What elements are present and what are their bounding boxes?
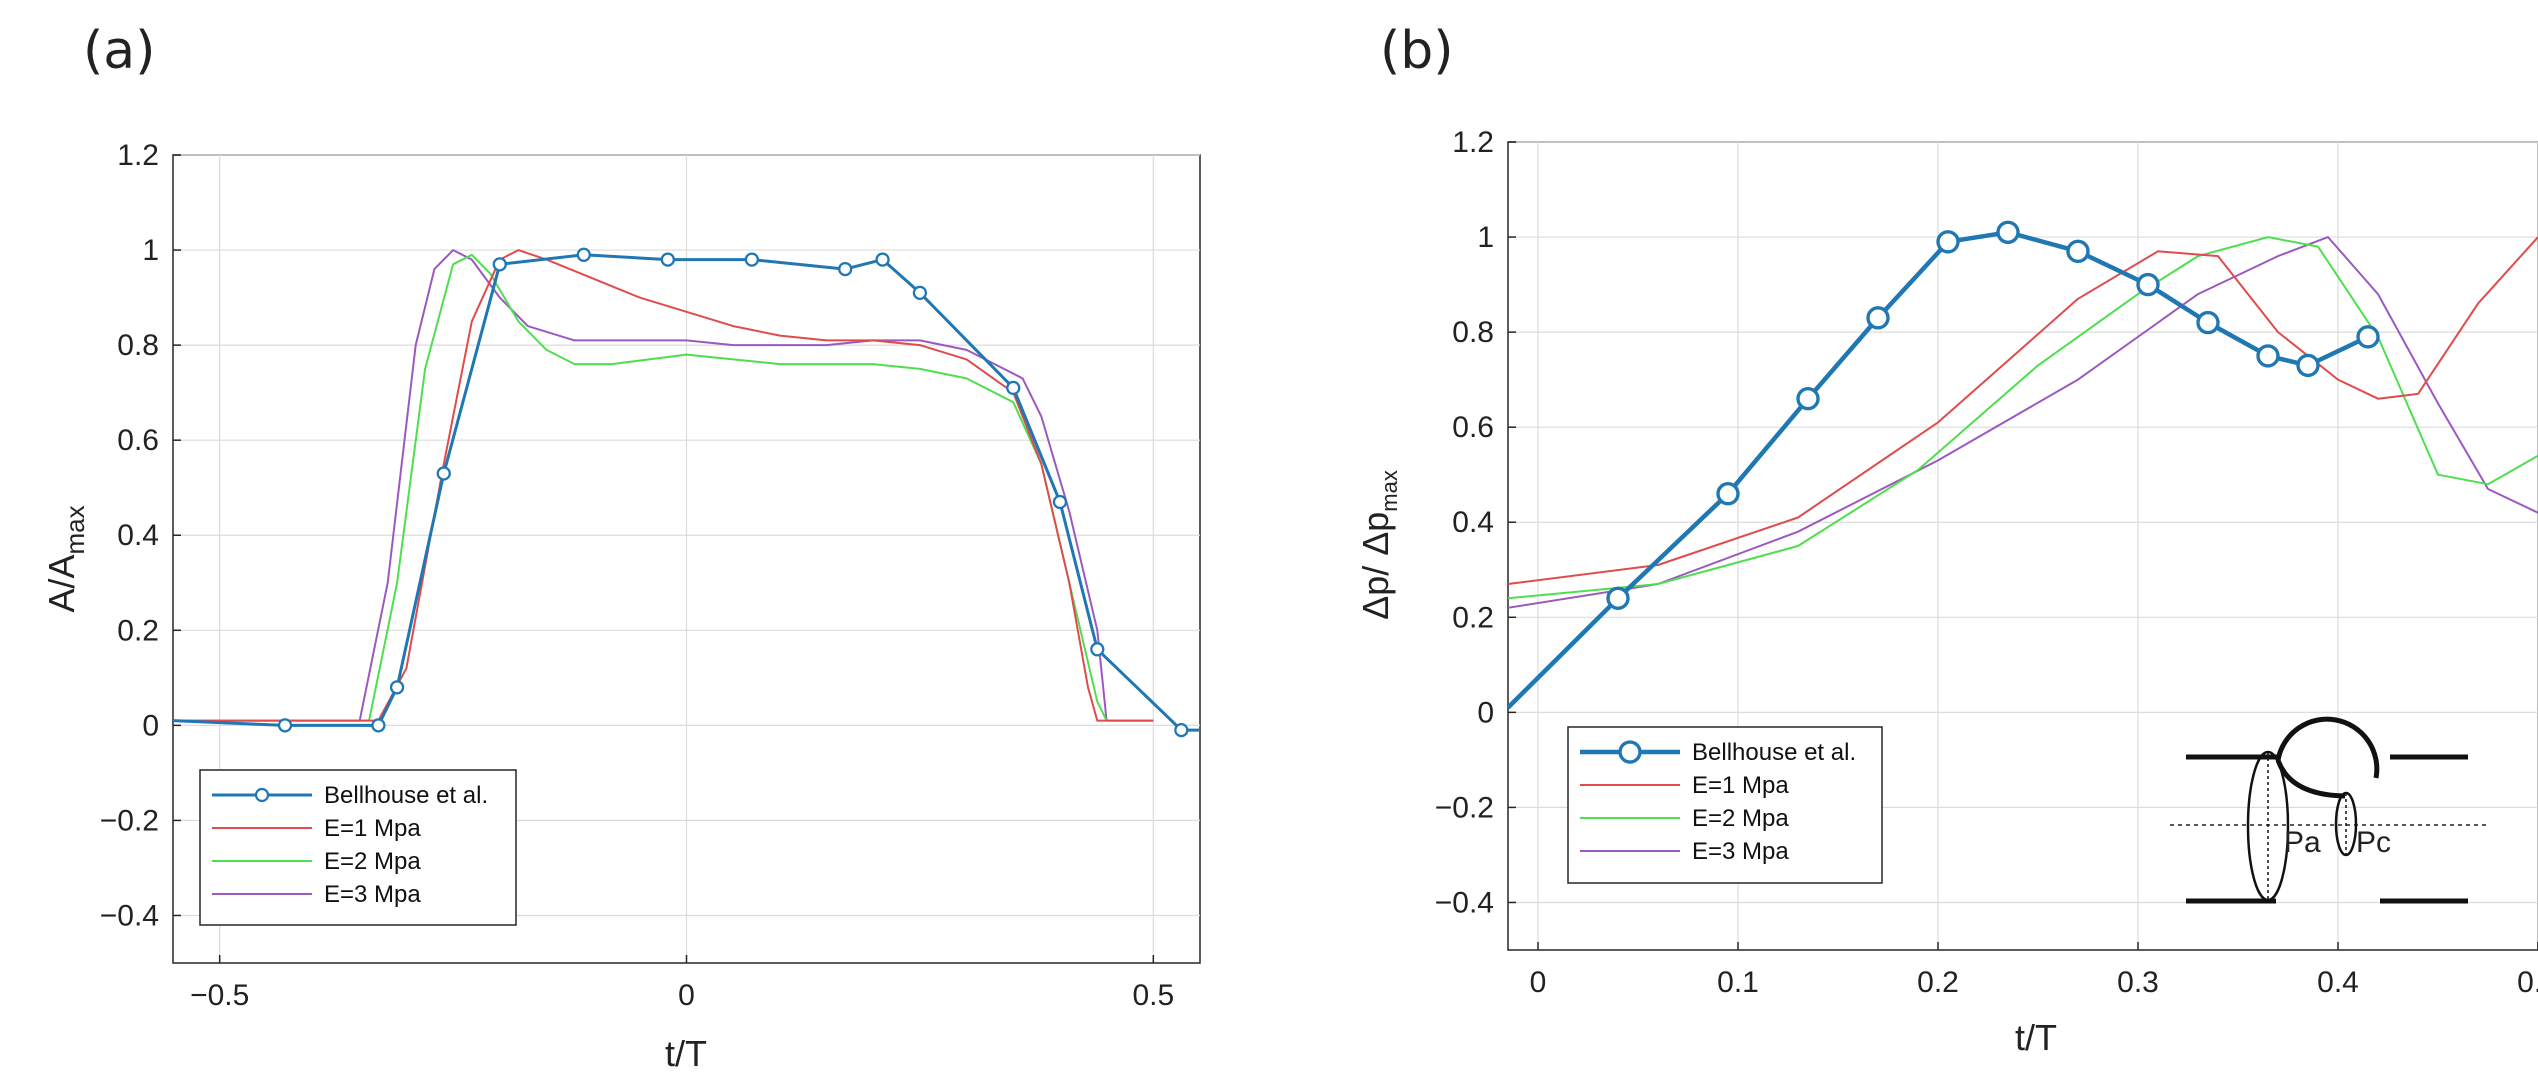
chart-b-ylabel-sub: max bbox=[1377, 470, 1402, 512]
valve-diagram-inset: Pa Pc bbox=[2170, 716, 2490, 904]
data-point-marker bbox=[838, 261, 853, 277]
chart-b-xlabel: t/T bbox=[2015, 1017, 2057, 1058]
ytick-label: 0.8 bbox=[1452, 316, 1494, 349]
inset-pa-label: Pa bbox=[2284, 826, 2321, 859]
legend-label: E=2 Mpa bbox=[1692, 805, 1789, 832]
legend-label: E=1 Mpa bbox=[324, 815, 421, 842]
legend-marker bbox=[1618, 740, 1642, 764]
chart-a-xlabel: t/T bbox=[665, 1033, 707, 1074]
chart-b-series bbox=[1508, 220, 2538, 710]
chart-a: −0.4 −0.2 0 0.2 0.4 0.6 0.8 1 1.2 −0.5 0 0.5 t/T A/… bbox=[41, 139, 1201, 1074]
legend-label: Bellhouse et al. bbox=[324, 782, 488, 809]
data-point-marker bbox=[2196, 310, 2220, 335]
data-point-marker bbox=[1174, 722, 1189, 738]
series-line-e-1-mpa bbox=[173, 249, 1154, 722]
xtick-label: 0.5 bbox=[1132, 979, 1174, 1012]
data-point-marker bbox=[2296, 353, 2320, 378]
data-point-marker bbox=[2136, 272, 2160, 297]
data-point-marker bbox=[1052, 494, 1068, 510]
chart-b-ylabel: Δp/ Δpmax bbox=[1355, 470, 1402, 620]
legend-label: E=1 Mpa bbox=[1692, 772, 1789, 799]
chart-b-ticks: −0.4 −0.2 0 0.2 0.4 0.6 0.8 1 1.2 0 0.1 0.2 0.3 0.4 0.… bbox=[1435, 126, 2538, 999]
ytick-label: 0.4 bbox=[1452, 506, 1494, 539]
xtick-label: −0.5 bbox=[190, 979, 249, 1012]
data-point-marker bbox=[1006, 380, 1021, 396]
chart-a-ylabel-main: A/A bbox=[41, 555, 82, 613]
series-line-e-2-mpa bbox=[1508, 236, 2538, 600]
data-point-marker bbox=[875, 252, 890, 267]
series-line-e-3-mpa bbox=[1508, 236, 2538, 609]
ytick-label: −0.4 bbox=[100, 899, 159, 932]
panel-a-label: (a) bbox=[83, 21, 155, 81]
data-point-marker bbox=[492, 257, 507, 272]
ytick-label: 1 bbox=[1477, 221, 1494, 254]
legend-label: E=3 Mpa bbox=[324, 881, 421, 908]
ytick-label: −0.2 bbox=[100, 804, 159, 837]
xtick-label: 0.2 bbox=[1917, 966, 1959, 999]
data-point-marker bbox=[1716, 482, 1740, 506]
chart-a-ticks: −0.4 −0.2 0 0.2 0.4 0.6 0.8 1 1.2 −0.5 0 0.5 bbox=[100, 139, 1174, 1012]
legend-label: E=3 Mpa bbox=[1692, 838, 1789, 865]
inset-sinus-bulge bbox=[2275, 716, 2380, 779]
data-point-marker bbox=[277, 718, 293, 733]
data-point-marker bbox=[371, 718, 386, 733]
data-point-marker bbox=[1996, 220, 2020, 244]
data-point-marker bbox=[2356, 325, 2380, 349]
chart-a-legend: Bellhouse et al. E=1 Mpa E=2 Mpa E=3 Mpa bbox=[199, 769, 517, 926]
data-point-marker bbox=[2256, 344, 2280, 368]
data-point-marker bbox=[912, 285, 928, 300]
data-point-marker bbox=[1866, 306, 1890, 330]
series-line-e-1-mpa bbox=[1508, 236, 2538, 585]
data-point-marker bbox=[744, 252, 759, 267]
ytick-label: 0.4 bbox=[117, 519, 159, 552]
chart-b-legend: Bellhouse et al. E=1 Mpa E=2 Mpa E=3 Mpa bbox=[1567, 726, 1883, 884]
series-line-e-3-mpa bbox=[173, 249, 1154, 722]
data-point-marker bbox=[436, 466, 451, 481]
data-point-marker bbox=[1090, 642, 1105, 657]
data-point-marker bbox=[660, 252, 675, 267]
ytick-label: 0.6 bbox=[1452, 411, 1494, 444]
chart-a-series bbox=[173, 247, 1200, 738]
data-point-marker bbox=[2066, 239, 2090, 264]
ytick-label: 0 bbox=[142, 709, 159, 742]
data-point-marker bbox=[1936, 230, 1960, 254]
ytick-label: −0.2 bbox=[1435, 791, 1494, 824]
ytick-label: 1.2 bbox=[117, 139, 159, 172]
ytick-label: 0.2 bbox=[1452, 601, 1494, 634]
chart-a-ylabel: A/Amax bbox=[41, 505, 90, 612]
ytick-label: 0.6 bbox=[117, 424, 159, 457]
data-point-marker bbox=[389, 680, 405, 695]
legend-marker bbox=[254, 787, 270, 803]
chart-b: −0.4 −0.2 0 0.2 0.4 0.6 0.8 1 1.2 0 0.1 0.2 0.3 0.4 0.… bbox=[1355, 126, 2538, 1058]
data-point-marker bbox=[576, 247, 591, 262]
ytick-label: 0.8 bbox=[117, 329, 159, 362]
ytick-label: −0.4 bbox=[1435, 886, 1494, 919]
xtick-label: 0.1 bbox=[1717, 966, 1759, 999]
xtick-label: 0.4 bbox=[2317, 966, 2359, 999]
ytick-label: 1 bbox=[142, 234, 159, 267]
ytick-label: 0.2 bbox=[117, 614, 159, 647]
xtick-label: 0 bbox=[678, 979, 695, 1012]
ytick-label: 1.2 bbox=[1452, 126, 1494, 159]
xtick-label: 0.5 bbox=[2517, 966, 2538, 999]
chart-b-ylabel-main: Δp/ Δp bbox=[1355, 512, 1396, 620]
legend-label: E=2 Mpa bbox=[324, 848, 421, 875]
data-point-marker bbox=[1796, 386, 1820, 411]
panel-b-label: (b) bbox=[1380, 21, 1454, 81]
chart-a-ylabel-sub: max bbox=[60, 505, 90, 554]
xtick-label: 0.3 bbox=[2117, 966, 2159, 999]
inset-pc-label: Pc bbox=[2356, 826, 2391, 859]
legend-label: Bellhouse et al. bbox=[1692, 739, 1856, 766]
ytick-label: 0 bbox=[1477, 696, 1494, 729]
xtick-label: 0 bbox=[1530, 966, 1547, 999]
data-point-marker bbox=[1606, 586, 1630, 610]
